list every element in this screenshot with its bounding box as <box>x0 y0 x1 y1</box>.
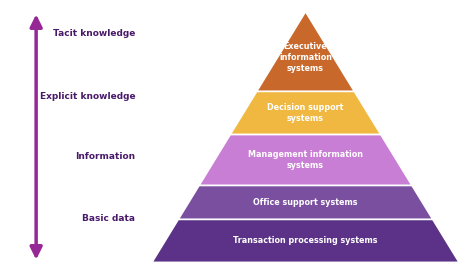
Polygon shape <box>257 12 355 91</box>
Polygon shape <box>230 91 381 134</box>
Text: Office support systems: Office support systems <box>253 198 358 207</box>
Polygon shape <box>178 185 433 219</box>
Text: Explicit knowledge: Explicit knowledge <box>40 92 136 101</box>
Polygon shape <box>152 219 459 262</box>
Text: Transaction processing systems: Transaction processing systems <box>233 236 378 245</box>
Text: Basic data: Basic data <box>82 214 136 223</box>
Text: Management information
systems: Management information systems <box>248 150 363 170</box>
Text: Decision support
systems: Decision support systems <box>267 103 344 123</box>
Polygon shape <box>199 134 412 185</box>
Text: Information: Information <box>75 152 136 161</box>
Text: Tacit knowledge: Tacit knowledge <box>53 29 136 38</box>
Text: Executive
information
systems: Executive information systems <box>279 42 332 73</box>
